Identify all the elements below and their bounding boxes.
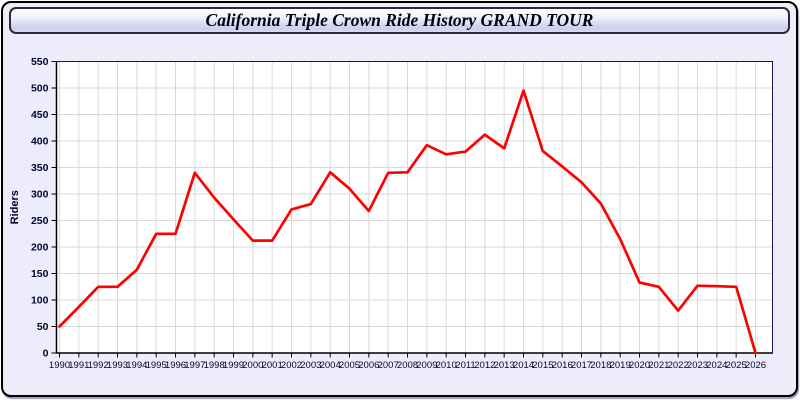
x-tick-label: 1992 [88,360,109,371]
x-tick-label: 2008 [397,360,418,371]
x-tick-label: 2004 [320,360,341,371]
y-tick-label: 50 [37,321,49,333]
y-axis-title: Riders [9,190,21,224]
y-tick-label: 100 [31,295,49,307]
x-tick-label: 2026 [745,360,766,371]
x-tick-label: 1997 [184,360,205,371]
x-tick-label: 2025 [726,360,747,371]
y-tick-label: 400 [31,136,49,148]
x-tick-label: 1990 [49,360,70,371]
y-tick-label: 300 [31,189,49,201]
x-tick-label: 1993 [107,360,128,371]
x-tick-label: 1998 [204,360,225,371]
x-tick-label: 2020 [629,360,650,371]
x-tick-label: 1991 [68,360,89,371]
y-tick-label: 550 [31,56,49,68]
x-tick-label: 2015 [532,360,553,371]
y-tick-label: 250 [31,215,49,227]
x-tick-label: 2011 [455,360,475,371]
x-tick-label: 2021 [648,360,669,371]
chart-title-bar: California Triple Crown Ride History GRA… [9,7,790,34]
x-tick-label: 2023 [687,360,708,371]
x-tick-label: 2017 [571,360,592,371]
x-tick-label: 1994 [126,360,147,371]
x-tick-label: 2001 [262,360,283,371]
y-tick-label: 350 [31,162,49,174]
chart-title: California Triple Crown Ride History GRA… [205,10,594,30]
x-tick-label: 2002 [281,360,302,371]
x-tick-label: 2024 [706,360,727,371]
x-tick-label: 2009 [416,360,437,371]
x-tick-label: 2012 [474,360,495,371]
x-tick-label: 2014 [513,360,534,371]
ride-history-line-chart: 1990199119921993199419951996199719981999… [9,56,773,371]
y-tick-label: 150 [31,268,49,280]
x-tick-label: 2005 [339,360,360,371]
y-tick-label: 200 [31,242,49,254]
x-tick-label: 2006 [358,360,379,371]
x-tick-label: 2019 [610,360,631,371]
plot-area [56,61,773,353]
x-tick-label: 2022 [668,360,689,371]
x-tick-label: 2003 [300,360,321,371]
riders-line-series [58,89,757,355]
x-tick-label: 2010 [436,360,457,371]
x-tick-label: 1999 [223,360,244,371]
x-tick-label: 2007 [378,360,399,371]
y-tick-label: 500 [31,83,49,95]
y-tick-label: 0 [43,348,49,360]
x-tick-label: 1996 [165,360,186,371]
x-tick-label: 1995 [146,360,167,371]
x-tick-label: 2016 [552,360,573,371]
x-tick-label: 2000 [242,360,263,371]
y-tick-label: 450 [31,109,49,121]
x-tick-label: 2018 [590,360,611,371]
x-tick-label: 2013 [494,360,515,371]
